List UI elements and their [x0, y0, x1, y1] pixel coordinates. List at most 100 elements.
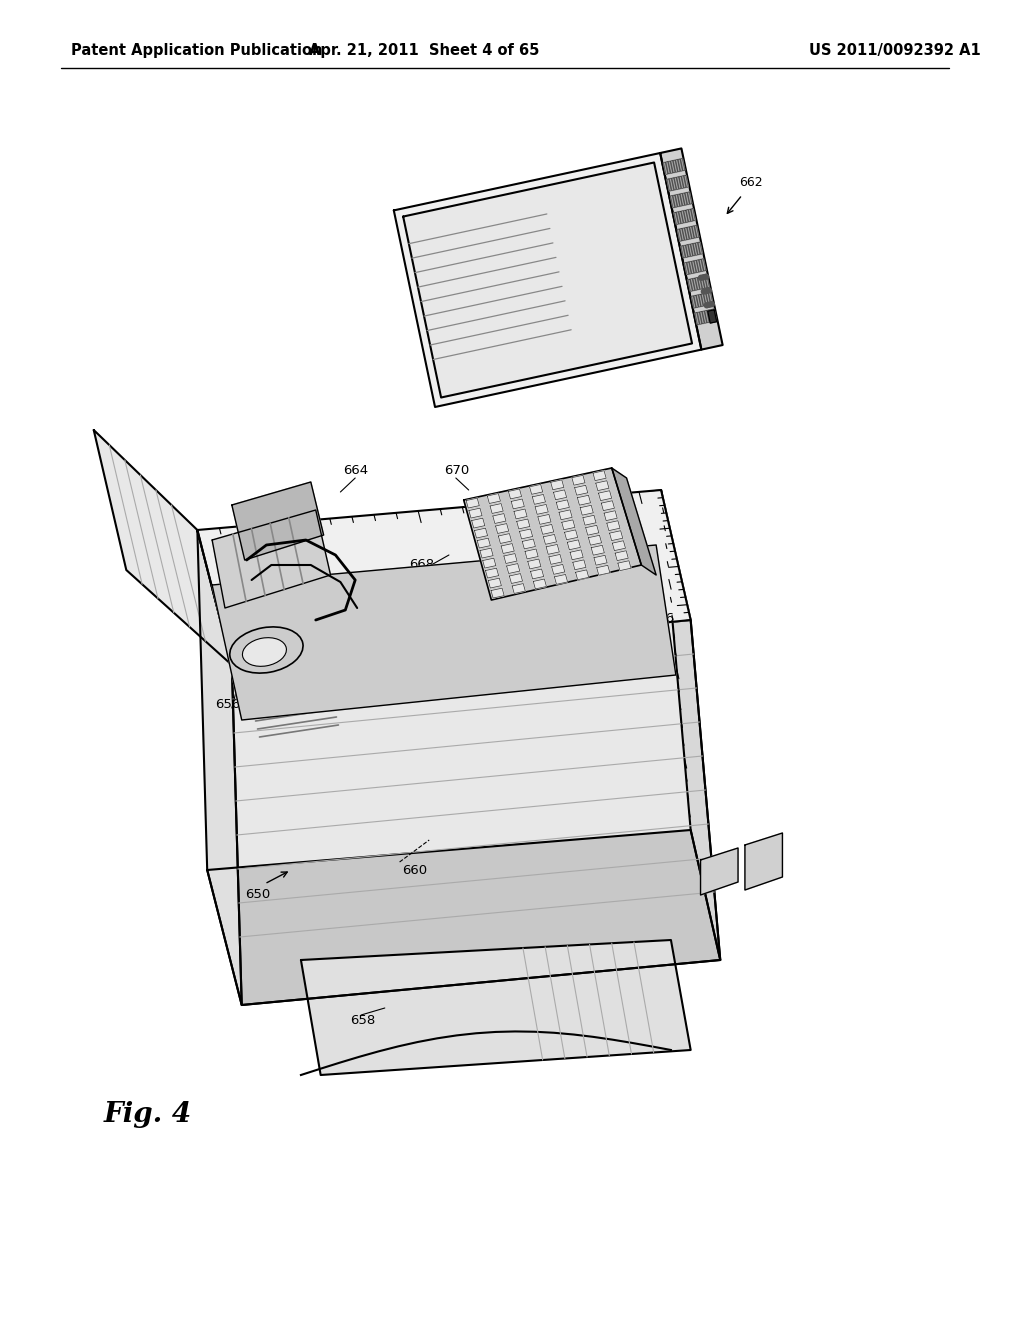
Polygon shape — [94, 430, 231, 665]
Polygon shape — [556, 500, 569, 510]
Polygon shape — [482, 558, 496, 568]
Polygon shape — [662, 490, 720, 960]
Polygon shape — [694, 226, 699, 238]
Polygon shape — [680, 228, 684, 240]
Polygon shape — [490, 503, 503, 513]
Polygon shape — [532, 495, 546, 504]
Text: 650: 650 — [245, 888, 270, 902]
Polygon shape — [686, 244, 690, 257]
Polygon shape — [664, 162, 668, 174]
Polygon shape — [549, 554, 562, 565]
Polygon shape — [690, 279, 694, 290]
Polygon shape — [469, 508, 482, 517]
Polygon shape — [589, 536, 601, 545]
Polygon shape — [696, 294, 700, 308]
Polygon shape — [700, 276, 705, 289]
Polygon shape — [678, 158, 682, 172]
Polygon shape — [693, 279, 697, 290]
Polygon shape — [679, 211, 683, 223]
Polygon shape — [706, 276, 710, 288]
Polygon shape — [609, 531, 623, 541]
Polygon shape — [680, 194, 685, 206]
Text: Apr. 21, 2011  Sheet 4 of 65: Apr. 21, 2011 Sheet 4 of 65 — [309, 42, 540, 58]
Circle shape — [703, 275, 709, 280]
Polygon shape — [674, 177, 679, 190]
Polygon shape — [578, 495, 591, 506]
Polygon shape — [684, 176, 688, 187]
Polygon shape — [594, 556, 607, 565]
Polygon shape — [198, 490, 690, 665]
Polygon shape — [702, 312, 707, 323]
Polygon shape — [511, 499, 524, 510]
Polygon shape — [692, 261, 696, 273]
Polygon shape — [581, 506, 593, 515]
Polygon shape — [485, 568, 499, 578]
Polygon shape — [709, 292, 713, 305]
Circle shape — [707, 288, 712, 293]
Polygon shape — [472, 519, 484, 528]
Polygon shape — [703, 293, 708, 305]
Polygon shape — [695, 243, 700, 255]
Text: 666: 666 — [649, 611, 675, 624]
Polygon shape — [684, 263, 689, 275]
Polygon shape — [682, 176, 686, 187]
Polygon shape — [507, 564, 520, 573]
Polygon shape — [671, 161, 675, 173]
Circle shape — [703, 289, 709, 293]
Polygon shape — [394, 153, 701, 407]
Polygon shape — [575, 570, 589, 579]
Polygon shape — [692, 226, 696, 238]
Polygon shape — [705, 310, 709, 322]
Polygon shape — [660, 148, 723, 350]
Polygon shape — [487, 494, 501, 503]
Polygon shape — [694, 296, 698, 308]
Polygon shape — [490, 589, 504, 598]
Polygon shape — [559, 510, 572, 520]
Polygon shape — [508, 488, 521, 499]
Polygon shape — [611, 469, 656, 576]
Polygon shape — [701, 259, 706, 271]
Polygon shape — [707, 293, 711, 305]
Polygon shape — [598, 491, 611, 500]
Polygon shape — [488, 578, 502, 587]
Polygon shape — [499, 533, 512, 544]
Polygon shape — [689, 261, 693, 273]
Polygon shape — [554, 574, 567, 585]
Polygon shape — [681, 158, 685, 170]
Polygon shape — [693, 243, 697, 255]
Text: 654: 654 — [237, 521, 262, 535]
Circle shape — [705, 302, 710, 308]
Polygon shape — [583, 515, 596, 525]
Polygon shape — [615, 550, 629, 561]
Polygon shape — [529, 484, 543, 494]
Polygon shape — [708, 310, 717, 323]
Polygon shape — [678, 194, 682, 206]
Polygon shape — [403, 162, 692, 397]
Polygon shape — [546, 544, 559, 554]
Polygon shape — [504, 553, 517, 564]
Polygon shape — [670, 178, 674, 190]
Polygon shape — [553, 490, 566, 500]
Polygon shape — [691, 296, 696, 308]
Polygon shape — [712, 309, 717, 321]
Polygon shape — [698, 294, 703, 306]
Text: 668: 668 — [282, 491, 306, 504]
Polygon shape — [231, 482, 324, 560]
Polygon shape — [681, 246, 685, 257]
Polygon shape — [688, 244, 692, 256]
Polygon shape — [493, 513, 506, 524]
Polygon shape — [671, 195, 675, 207]
Polygon shape — [700, 847, 738, 895]
Polygon shape — [301, 940, 690, 1074]
Polygon shape — [674, 213, 678, 224]
Polygon shape — [564, 529, 578, 540]
Polygon shape — [536, 504, 548, 515]
Polygon shape — [525, 549, 539, 558]
Polygon shape — [231, 620, 720, 1005]
Polygon shape — [699, 259, 703, 272]
Circle shape — [707, 302, 712, 308]
Polygon shape — [519, 529, 532, 539]
Polygon shape — [687, 261, 691, 275]
Circle shape — [701, 289, 707, 294]
Polygon shape — [466, 498, 479, 508]
